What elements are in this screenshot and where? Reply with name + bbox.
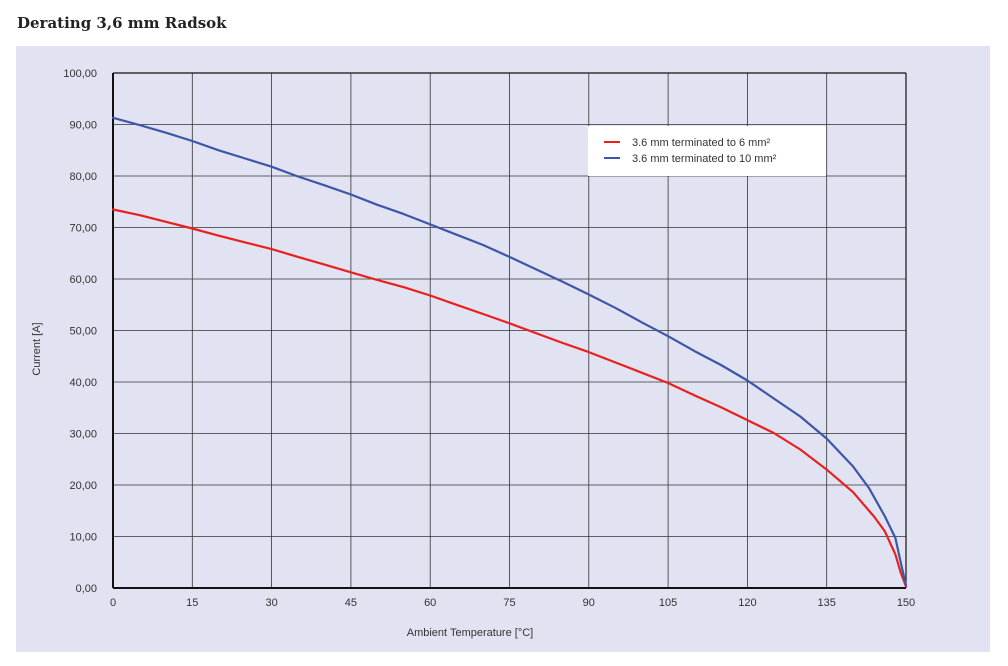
page-title: Derating 3,6 mm Radsok [17,14,227,32]
legend: 3.6 mm terminated to 6 mm² 3.6 mm termin… [588,126,826,176]
y-tick-label: 20,00 [69,480,97,492]
x-tick-label: 90 [583,597,595,609]
derating-chart: 0 15 30 45 60 75 90 105 120 135 150 0,00 10,00 20,00 3… [31,68,915,639]
y-tick-label: 10,00 [69,532,97,544]
series [111,116,908,588]
x-tick-label: 135 [818,597,836,609]
x-tick-label: 75 [503,597,515,609]
y-tick-label: 70,00 [69,223,97,235]
y-tick-label: 30,00 [69,429,97,441]
y-tick-label: 80,00 [69,171,97,183]
y-tick-label: 0,00 [76,583,97,595]
x-tick-label: 15 [186,597,198,609]
axes: 0 15 30 45 60 75 90 105 120 135 150 0,00 10,00 20,00 3… [63,68,915,609]
x-tick-label: 105 [659,597,677,609]
x-tick-label: 150 [897,597,915,609]
y-axis-label: Current [A] [31,322,43,375]
y-tick-label: 60,00 [69,274,97,286]
legend-label-6mm: 3.6 mm terminated to 6 mm² [632,137,770,149]
y-tick-label: 40,00 [69,377,97,389]
x-tick-label: 60 [424,597,436,609]
series-line-6mm [111,208,908,588]
series-line-10mm [111,116,908,587]
x-tick-label: 0 [110,597,116,609]
y-tick-label: 90,00 [69,120,97,132]
legend-label-10mm: 3.6 mm terminated to 10 mm² [632,153,777,165]
x-tick-label: 120 [738,597,756,609]
y-tick-label: 100,00 [63,68,97,80]
y-tick-label: 50,00 [69,326,97,338]
x-tick-label: 45 [345,597,357,609]
x-tick-label: 30 [265,597,277,609]
legend-box [588,126,826,176]
chart-panel: 0 15 30 45 60 75 90 105 120 135 150 0,00 10,00 20,00 3… [16,46,990,652]
x-axis-label: Ambient Temperature [°C] [407,627,533,639]
